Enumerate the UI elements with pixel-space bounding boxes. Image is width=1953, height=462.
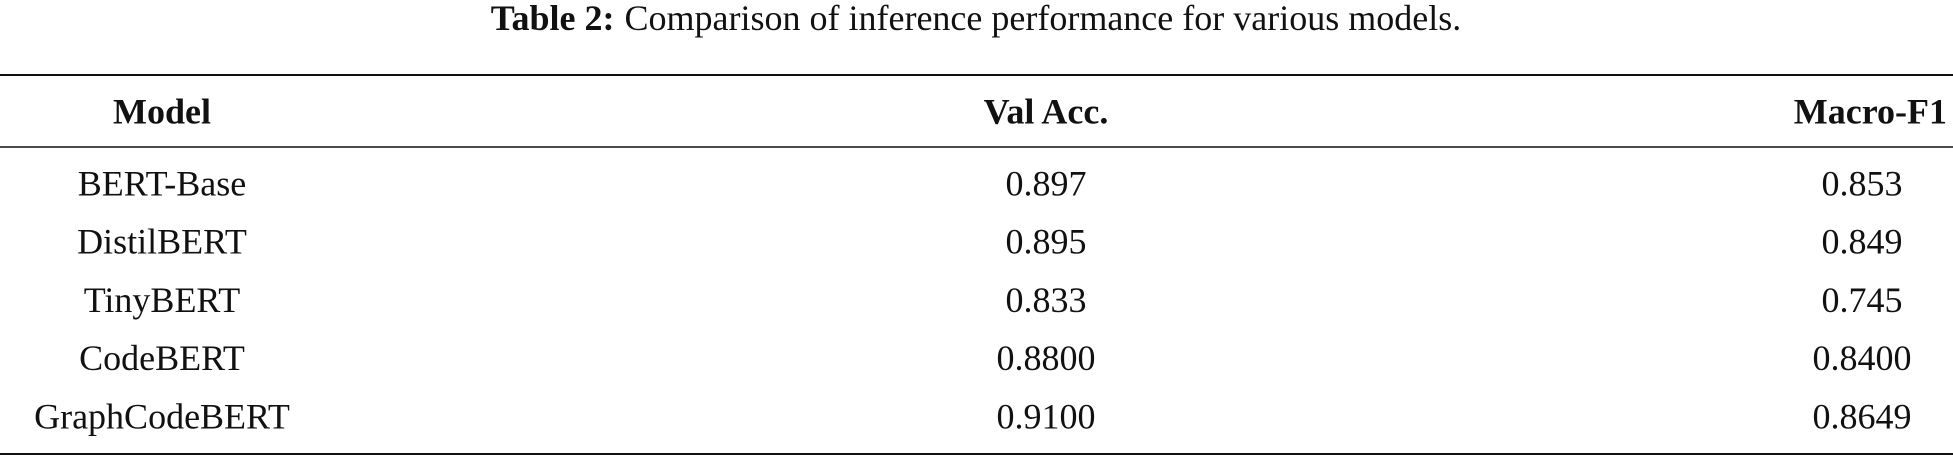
model-name: CodeBERT xyxy=(79,338,245,378)
model-name: GraphCodeBERT xyxy=(34,396,290,436)
table-caption: Table 2: Comparison of inference performa… xyxy=(491,0,1461,38)
metric-cell: 0.897 xyxy=(1006,163,1087,203)
model-name: BERT-Base xyxy=(78,163,247,203)
metric-cell: 0.8800 xyxy=(997,338,1096,378)
column-header: Macro-F1 xyxy=(1794,91,1947,131)
caption-label: Table 2: xyxy=(491,0,615,38)
metric-cell: 0.833 xyxy=(1006,280,1087,320)
column-header: Val Acc. xyxy=(984,91,1109,131)
metric-cell: 0.8649 xyxy=(1813,396,1912,436)
model-name: TinyBERT xyxy=(84,280,241,320)
metric-cell: 0.895 xyxy=(1006,222,1087,262)
metric-cell: 0.853 xyxy=(1822,163,1903,203)
metric-cell: 0.8400 xyxy=(1813,338,1912,378)
metric-cell: 0.9100 xyxy=(997,396,1096,436)
column-header: Model xyxy=(113,91,211,131)
metric-cell: 0.849 xyxy=(1822,222,1903,262)
model-name: DistilBERT xyxy=(77,222,247,262)
metric-cell: 0.745 xyxy=(1822,280,1903,320)
caption-text: Comparison of inference performance for … xyxy=(625,0,1462,38)
